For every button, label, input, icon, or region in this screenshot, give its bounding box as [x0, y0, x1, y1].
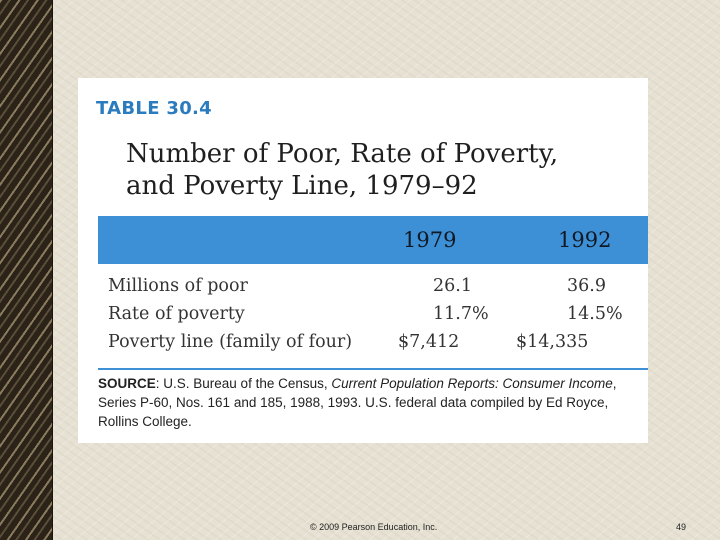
table-number: TABLE 30.4 — [96, 98, 212, 119]
column-header-1992: 1992 — [558, 228, 612, 252]
cell-1979: 11.7% — [433, 304, 489, 324]
cell-1992: 14.5% — [567, 304, 623, 324]
table-row: Millions of poor 26.1 36.9 — [108, 276, 648, 304]
source-separator: : U.S. Bureau of the Census, — [155, 376, 332, 391]
title-line-1: Number of Poor, Rate of Poverty, — [126, 139, 559, 169]
row-label: Millions of poor — [108, 276, 248, 296]
cell-1992: 36.9 — [567, 276, 606, 296]
spiral-binding — [0, 0, 53, 540]
source-note: SOURCE: U.S. Bureau of the Census, Curre… — [98, 374, 646, 431]
cell-1979: $7,412 — [398, 332, 460, 352]
source-divider — [98, 368, 648, 370]
row-label: Rate of poverty — [108, 304, 245, 324]
table-row: Rate of poverty 11.7% 14.5% — [108, 304, 648, 332]
source-label: SOURCE — [98, 376, 156, 391]
cell-1992: $14,335 — [516, 332, 589, 352]
source-details: , Series P-60, Nos. 161 and 185, 1988, 1… — [98, 376, 617, 429]
copyright-footer: © 2009 Pearson Education, Inc. — [310, 522, 438, 532]
column-header-1979: 1979 — [403, 228, 457, 252]
column-header-bar: 1979 1992 — [98, 216, 648, 264]
row-label: Poverty line (family of four) — [108, 332, 353, 352]
page-number: 49 — [676, 522, 687, 532]
source-publication: Current Population Reports: Consumer Inc… — [331, 376, 613, 391]
table-card: TABLE 30.4 Number of Poor, Rate of Pover… — [78, 78, 648, 443]
table-row: Poverty line (family of four) $7,412 $14… — [108, 332, 648, 360]
title-line-2: and Poverty Line, 1979–92 — [126, 171, 478, 201]
cell-1979: 26.1 — [433, 276, 472, 296]
table-title: Number of Poor, Rate of Poverty, and Pov… — [126, 138, 646, 202]
